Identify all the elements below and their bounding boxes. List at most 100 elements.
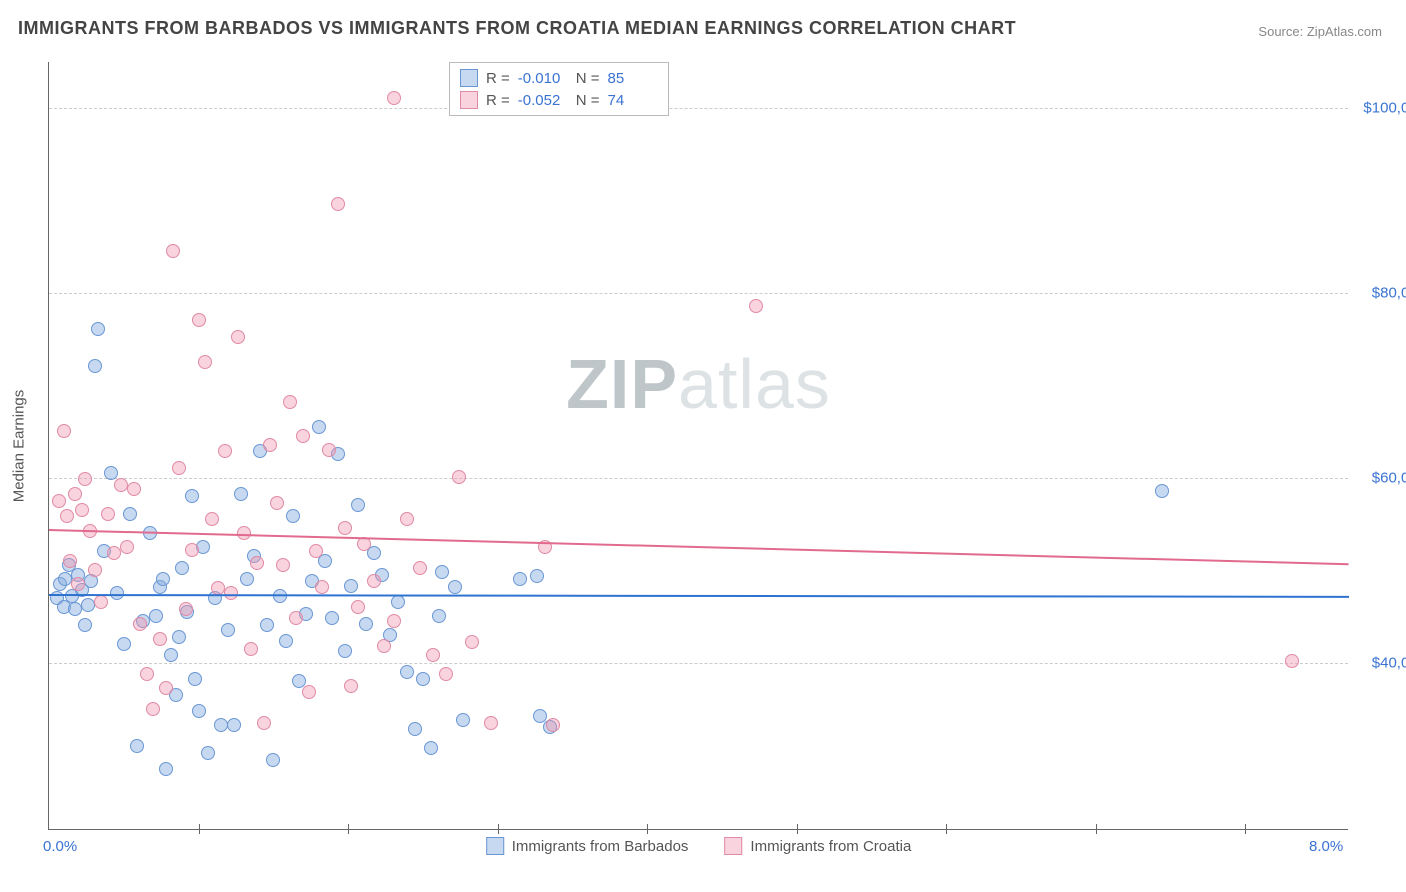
data-point — [120, 540, 134, 554]
data-point — [424, 741, 438, 755]
y-tick-label: $80,000 — [1372, 285, 1406, 302]
data-point — [159, 762, 173, 776]
stats-row-croatia: R = -0.052 N = 74 — [460, 89, 658, 111]
data-point — [75, 503, 89, 517]
data-point — [114, 478, 128, 492]
x-tick-label: 0.0% — [43, 838, 77, 855]
data-point — [104, 466, 118, 480]
swatch-croatia — [460, 91, 478, 109]
data-point — [81, 598, 95, 612]
y-tick-label: $60,000 — [1372, 470, 1406, 487]
data-point — [234, 487, 248, 501]
y-tick-label: $100,000 — [1363, 100, 1406, 117]
x-minor-tick — [946, 824, 947, 834]
data-point — [325, 611, 339, 625]
x-minor-tick — [348, 824, 349, 834]
data-point — [302, 685, 316, 699]
data-point — [94, 595, 108, 609]
swatch-croatia — [724, 837, 742, 855]
data-point — [260, 618, 274, 632]
data-point — [530, 569, 544, 583]
legend-item-croatia: Immigrants from Croatia — [724, 837, 911, 855]
data-point — [484, 716, 498, 730]
r-value-barbados: -0.010 — [518, 70, 568, 87]
data-point — [391, 595, 405, 609]
legend-item-barbados: Immigrants from Barbados — [486, 837, 689, 855]
data-point — [351, 600, 365, 614]
data-point — [338, 521, 352, 535]
x-minor-tick — [797, 824, 798, 834]
data-point — [78, 618, 92, 632]
data-point — [231, 330, 245, 344]
data-point — [276, 558, 290, 572]
data-point — [71, 577, 85, 591]
data-point — [227, 718, 241, 732]
legend-label-croatia: Immigrants from Croatia — [750, 838, 911, 855]
source-value: ZipAtlas.com — [1307, 24, 1382, 39]
data-point — [283, 395, 297, 409]
data-point — [88, 359, 102, 373]
data-point — [286, 509, 300, 523]
data-point — [68, 602, 82, 616]
gridline — [49, 663, 1348, 664]
y-tick-label: $40,000 — [1372, 655, 1406, 672]
data-point — [387, 91, 401, 105]
data-point — [465, 635, 479, 649]
data-point — [140, 667, 154, 681]
data-point — [107, 546, 121, 560]
n-label: N = — [576, 70, 600, 87]
data-point — [172, 630, 186, 644]
data-point — [250, 556, 264, 570]
data-point — [435, 565, 449, 579]
data-point — [359, 617, 373, 631]
data-point — [344, 579, 358, 593]
data-point — [546, 718, 560, 732]
data-point — [309, 544, 323, 558]
data-point — [153, 632, 167, 646]
data-point — [179, 602, 193, 616]
data-point — [452, 470, 466, 484]
stats-legend-box: R = -0.010 N = 85 R = -0.052 N = 74 — [449, 62, 669, 116]
data-point — [237, 526, 251, 540]
watermark-zip: ZIP — [566, 345, 678, 423]
data-point — [344, 679, 358, 693]
data-point — [296, 429, 310, 443]
data-point — [192, 704, 206, 718]
data-point — [221, 623, 235, 637]
data-point — [224, 586, 238, 600]
data-point — [240, 572, 254, 586]
gridline — [49, 293, 1348, 294]
data-point — [188, 672, 202, 686]
x-minor-tick — [1245, 824, 1246, 834]
data-point — [513, 572, 527, 586]
gridline — [49, 478, 1348, 479]
data-point — [749, 299, 763, 313]
data-point — [400, 512, 414, 526]
data-point — [172, 461, 186, 475]
data-point — [279, 634, 293, 648]
data-point — [331, 197, 345, 211]
data-point — [1155, 484, 1169, 498]
data-point — [244, 642, 258, 656]
data-point — [198, 355, 212, 369]
data-point — [110, 586, 124, 600]
swatch-barbados — [486, 837, 504, 855]
data-point — [315, 580, 329, 594]
data-point — [78, 472, 92, 486]
n-value-croatia: 74 — [608, 92, 658, 109]
data-point — [52, 494, 66, 508]
source-label: Source: — [1258, 24, 1303, 39]
data-point — [185, 489, 199, 503]
data-point — [101, 507, 115, 521]
n-value-barbados: 85 — [608, 70, 658, 87]
chart-title: IMMIGRANTS FROM BARBADOS VS IMMIGRANTS F… — [18, 18, 1016, 39]
data-point — [88, 563, 102, 577]
bottom-legend: Immigrants from Barbados Immigrants from… — [486, 837, 912, 855]
gridline — [49, 108, 1348, 109]
data-point — [164, 648, 178, 662]
x-minor-tick — [498, 824, 499, 834]
data-point — [432, 609, 446, 623]
trend-line — [49, 529, 1349, 565]
data-point — [257, 716, 271, 730]
data-point — [289, 611, 303, 625]
